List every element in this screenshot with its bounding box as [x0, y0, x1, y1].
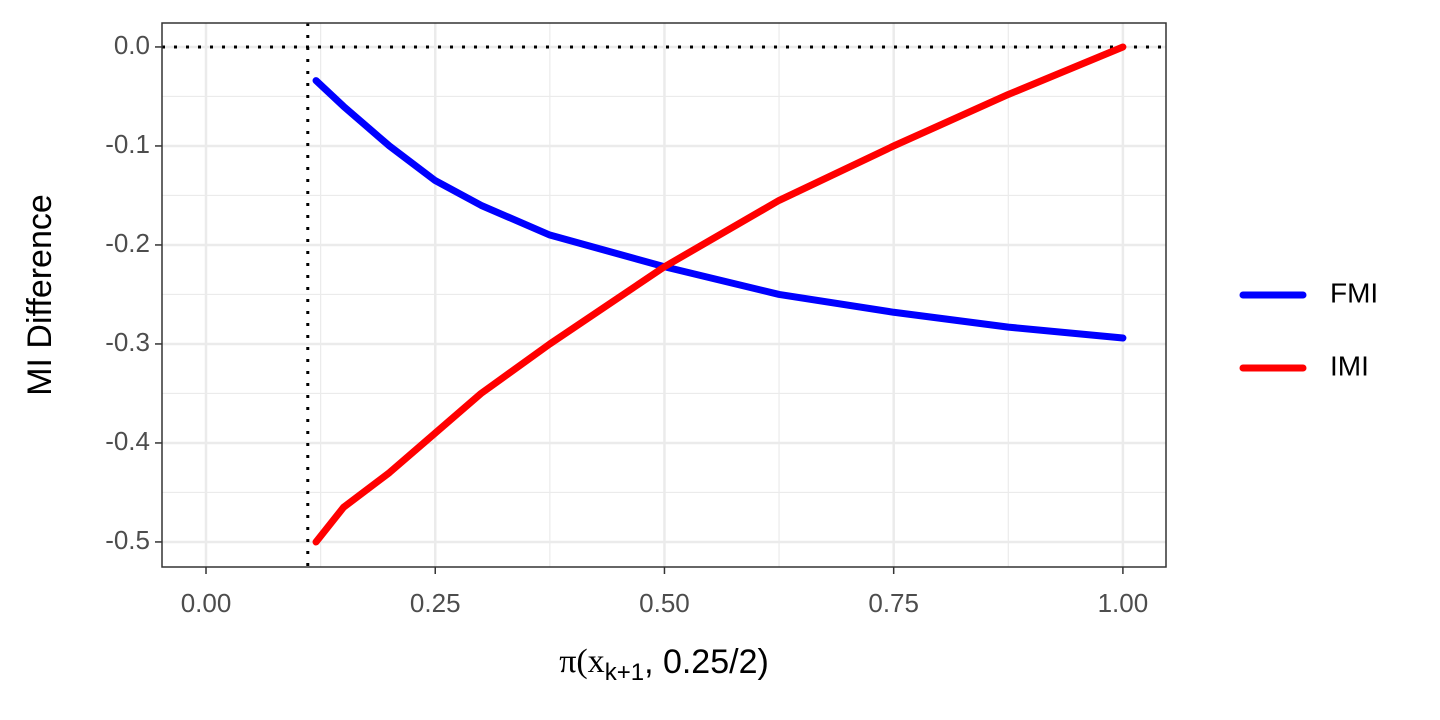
data-line — [312, 43, 1127, 546]
y-tick-label: 0.0 — [114, 30, 150, 60]
y-tick-label: -0.1 — [105, 129, 150, 159]
y-tick-label: -0.3 — [105, 327, 150, 357]
data-line — [312, 77, 1127, 342]
x-title-rest: , 0.25/2) — [644, 643, 769, 681]
x-title-sub: k+1 — [605, 659, 644, 686]
x-tick-label: 0.50 — [639, 588, 690, 618]
x-axis-title: π(xk+1, 0.25/2) — [559, 643, 769, 687]
legend-label: IMI — [1330, 350, 1369, 381]
x-tick-label: 0.25 — [410, 588, 461, 618]
legend-label: FMI — [1330, 277, 1378, 308]
y-tick-label: -0.2 — [105, 228, 150, 258]
x-tick-label: 0.00 — [181, 588, 232, 618]
x-title-main: π(x — [559, 643, 605, 680]
x-tick-label: 0.75 — [868, 588, 919, 618]
y-axis-title: MI Difference — [21, 194, 59, 396]
plot-area — [161, 22, 1167, 568]
y-tick-label: -0.4 — [105, 426, 150, 456]
y-tick-label: -0.5 — [105, 525, 150, 555]
x-tick-label: 1.00 — [1098, 588, 1149, 618]
